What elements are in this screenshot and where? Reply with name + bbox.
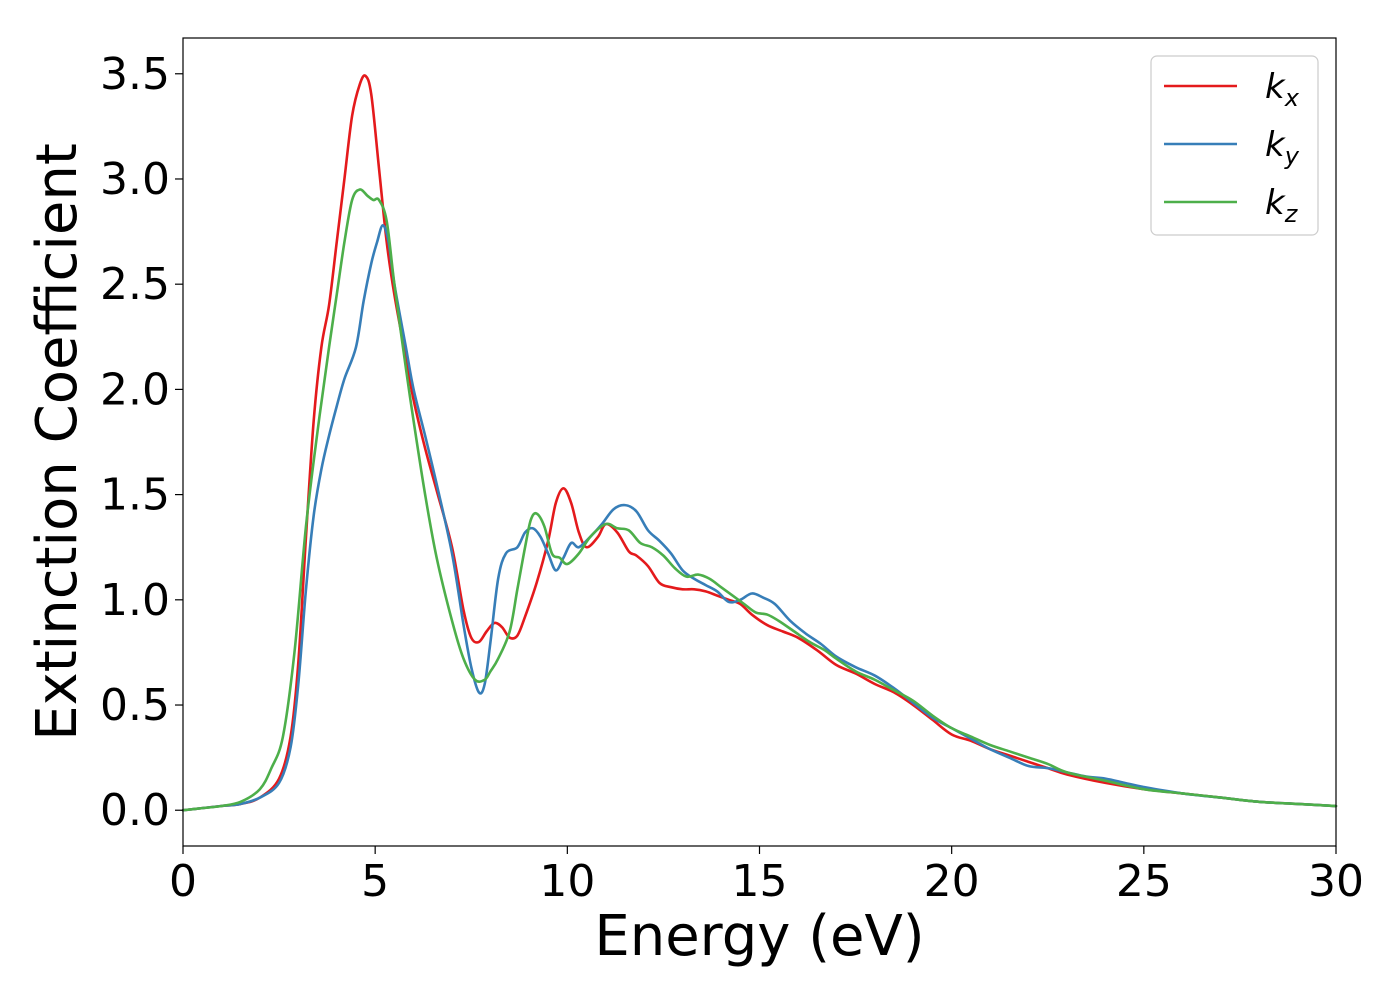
y-tick-label: 1.5 bbox=[100, 470, 170, 521]
y-tick-label: 1.0 bbox=[100, 575, 170, 626]
series-line-z bbox=[181, 188, 1338, 812]
x-tick-label: 25 bbox=[1116, 856, 1172, 907]
x-axis-ticks: 0 5 10 15 20 25 30 bbox=[169, 846, 1364, 907]
legend-label-y: ky bbox=[1265, 125, 1300, 170]
legend: kx ky kz bbox=[1150, 55, 1319, 236]
y-tick-label: 3.0 bbox=[100, 154, 170, 205]
y-tick-label: 3.5 bbox=[100, 49, 170, 100]
y-axis-ticks: 0.0 0.5 1.0 1.5 2.0 2.5 3.0 3.5 bbox=[100, 49, 183, 836]
series-line-x bbox=[181, 74, 1338, 812]
legend-label-z: kz bbox=[1265, 183, 1299, 228]
y-axis-title: Extinction Coefficient bbox=[25, 143, 90, 741]
plot-lines bbox=[181, 74, 1338, 812]
y-tick-label: 2.0 bbox=[100, 364, 170, 415]
x-tick-label: 5 bbox=[361, 856, 389, 907]
x-tick-label: 30 bbox=[1308, 856, 1364, 907]
series-line-y bbox=[181, 223, 1338, 812]
x-tick-label: 10 bbox=[539, 856, 595, 907]
y-tick-label: 0.0 bbox=[100, 785, 170, 836]
y-tick-label: 0.5 bbox=[100, 680, 170, 731]
legend-box bbox=[1150, 55, 1319, 236]
x-tick-label: 0 bbox=[169, 856, 197, 907]
x-tick-label: 15 bbox=[732, 856, 788, 907]
y-tick-label: 2.5 bbox=[100, 259, 170, 310]
x-tick-label: 20 bbox=[924, 856, 980, 907]
legend-label-x: kx bbox=[1265, 67, 1300, 112]
x-axis-title: Energy (eV) bbox=[594, 904, 924, 969]
